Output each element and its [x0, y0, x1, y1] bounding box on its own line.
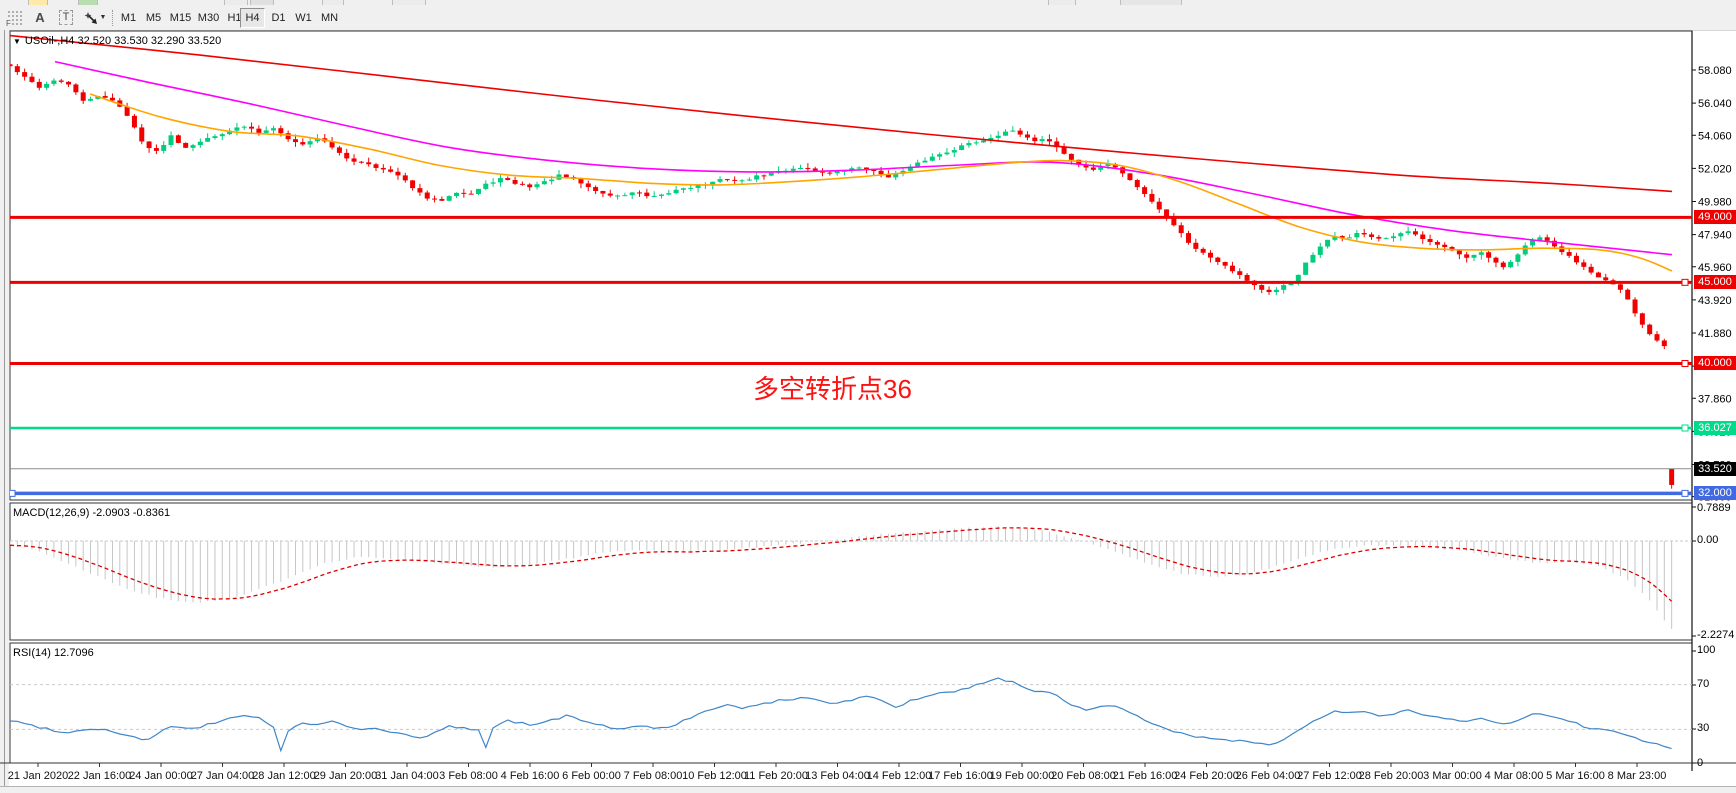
- ma-slow-red: [10, 34, 1673, 193]
- timeframe-m1-button[interactable]: M1: [117, 8, 140, 28]
- price-axis-label: 58.080: [1698, 65, 1732, 77]
- time-axis-label: 17 Feb 16:00: [928, 770, 993, 782]
- chart-text-annotation[interactable]: 多空转折点36: [753, 374, 912, 404]
- time-axis-label: 8 Mar 23:00: [1607, 770, 1667, 782]
- time-axis-label: 14 Feb 12:00: [866, 770, 932, 782]
- time-axis-label: 3 Mar 00:00: [1423, 770, 1482, 782]
- price-badge-36027: 36.027: [1694, 421, 1736, 435]
- timeframe-m5-button[interactable]: M5: [142, 8, 165, 28]
- rsi-panel: [10, 677, 1692, 753]
- price-axis-label: 47.940: [1698, 230, 1732, 242]
- window-bottom-edge: [0, 786, 1736, 793]
- line-handle[interactable]: [1681, 489, 1689, 497]
- macd-axis-label-zero: 0.00: [1697, 534, 1719, 546]
- price-axis-label: 52.020: [1698, 163, 1732, 175]
- time-axis-label: 11 Feb 20:00: [743, 770, 808, 782]
- price-badge-40000: 40.000: [1694, 356, 1736, 370]
- time-axis-label: 27 Jan 04:00: [190, 770, 255, 782]
- price-axis-label: 54.060: [1698, 130, 1732, 142]
- snap-grid-icon: F: [6, 11, 22, 26]
- time-axis-label: 4 Feb 16:00: [500, 770, 560, 782]
- price-badge-32000: 32.000: [1694, 486, 1736, 500]
- time-axis-label: 20 Feb 08:00: [1051, 770, 1116, 782]
- rsi-axis-label-0: 0: [1697, 757, 1704, 769]
- price-axis-label: 41.880: [1698, 328, 1732, 340]
- rsi-line: [10, 677, 1672, 753]
- time-axis-label: 28 Feb 20:00: [1358, 770, 1424, 782]
- ma-fast-orange: [89, 93, 1673, 272]
- symbol-dropdown-icon[interactable]: ▼: [13, 37, 21, 46]
- cursor-a-button[interactable]: A: [29, 7, 51, 28]
- time-axis-label: 28 Jan 12:00: [252, 770, 316, 782]
- text-label-button[interactable]: T: [55, 7, 77, 28]
- time-axis-label: 27 Feb 12:00: [1297, 770, 1362, 782]
- price-axis-label: 56.040: [1698, 98, 1732, 110]
- price-axis-label: 43.920: [1698, 295, 1732, 307]
- time-axis-label: 3 Feb 08:00: [439, 770, 498, 782]
- snap-grid-button[interactable]: F: [2, 7, 26, 28]
- timeframe-h4-button[interactable]: H4: [240, 8, 265, 28]
- window-left-edge-line: [4, 30, 5, 793]
- price-axis-label: 37.860: [1698, 393, 1732, 405]
- time-axis-label: 21 Jan 2020: [7, 770, 69, 782]
- line-handle[interactable]: [1681, 360, 1689, 368]
- time-axis-label: 26 Feb 04:00: [1235, 770, 1301, 782]
- time-axis-label: 21 Feb 16:00: [1112, 770, 1178, 782]
- toolbar-separator: [112, 10, 113, 26]
- timeframe-mn-button[interactable]: MN: [317, 8, 342, 28]
- candlestick-series: [10, 64, 1675, 489]
- time-axis-label: 13 Feb 04:00: [805, 770, 870, 782]
- time-axis-label: 31 Jan 04:00: [375, 770, 439, 782]
- time-axis-label: 22 Jan 16:00: [67, 770, 132, 782]
- arrow-object-icon: [84, 11, 97, 24]
- snap-grid-label: F: [6, 19, 11, 26]
- rsi-axis-label-100: 100: [1697, 644, 1716, 656]
- time-axis-label: 24 Jan 00:00: [129, 770, 193, 782]
- price-badge-49000: 49.000: [1694, 210, 1736, 224]
- time-axis-label: 29 Jan 20:00: [313, 770, 378, 782]
- rsi-title: RSI(14) 12.7096: [13, 647, 94, 659]
- macd-title: MACD(12,26,9) -2.0903 -0.8361: [13, 507, 171, 519]
- panel-frame: [9, 642, 1693, 764]
- time-axis-label: 10 Feb 12:00: [682, 770, 747, 782]
- letter-a-icon: A: [35, 10, 45, 25]
- line-handle[interactable]: [9, 489, 16, 497]
- letter-t-icon: T: [58, 10, 74, 25]
- rsi-axis-label-70: 70: [1697, 678, 1710, 690]
- arrows-dropdown-button[interactable]: ▼: [80, 7, 110, 28]
- rsi-axis-label-30: 30: [1697, 722, 1710, 734]
- timeframe-d1-button[interactable]: D1: [267, 8, 290, 28]
- macd-axis-label-min: -2.2274: [1697, 629, 1735, 641]
- toolbar: F A T ▼ M1 M5 M15 M30 H1 H4 D1 W1 MN: [0, 5, 1736, 31]
- time-axis-label: 4 Mar 08:00: [1484, 770, 1544, 782]
- main-chart-title-text: USOil-,H4 32.520 33.530 32.290 33.520: [24, 35, 222, 47]
- price-axis-label: 49.980: [1698, 196, 1732, 208]
- line-handle[interactable]: [1681, 424, 1689, 432]
- panel-frame: [9, 30, 1693, 501]
- price-axis-label: 45.960: [1698, 262, 1732, 274]
- main-chart-title: ▼ USOil-,H4 32.520 33.530 32.290 33.520: [13, 35, 221, 47]
- chevron-down-icon: ▼: [99, 14, 107, 21]
- line-handle[interactable]: [1681, 278, 1689, 286]
- macd-axis-label-max: 0.7889: [1697, 502, 1731, 514]
- timeframe-w1-button[interactable]: W1: [292, 8, 315, 28]
- timeframe-m15-button[interactable]: M15: [167, 8, 194, 28]
- time-axis-label: 6 Feb 00:00: [562, 770, 621, 782]
- time-axis-label: 5 Mar 16:00: [1546, 770, 1605, 782]
- timeframe-h1-button[interactable]: H1: [223, 8, 246, 28]
- ma-mid-magenta: [54, 60, 1673, 256]
- macd-signal-line: [10, 527, 1673, 602]
- macd-panel: [10, 526, 1692, 629]
- time-axis-label: 24 Feb 20:00: [1174, 770, 1239, 782]
- price-badge-45000: 45.000: [1694, 275, 1736, 289]
- time-axis-label: 7 Feb 08:00: [623, 770, 683, 782]
- timeframe-m30-button[interactable]: M30: [195, 8, 222, 28]
- panel-frame: [9, 502, 1693, 641]
- current-price-badge: 33.520: [1694, 462, 1736, 476]
- time-axis-label: 19 Feb 00:00: [989, 770, 1055, 782]
- main-price-panel: [9, 34, 1692, 497]
